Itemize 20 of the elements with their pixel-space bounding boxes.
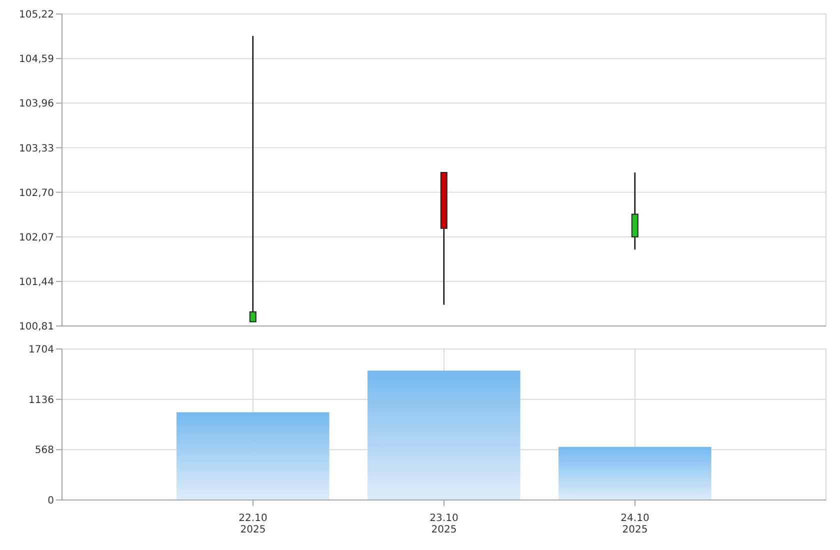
y-tick-label: 100,81 (19, 322, 54, 333)
y-tick-label: 105,22 (19, 10, 54, 21)
x-tick-label: 23.10 2025 (430, 513, 458, 536)
candlestick (631, 172, 638, 250)
y-tick-label: 1704 (28, 344, 54, 356)
y-tick-label: 102,70 (19, 188, 54, 199)
y-tick-label: 1136 (28, 394, 54, 406)
bar (368, 370, 520, 500)
y-tick-label: 101,44 (19, 276, 54, 288)
x-tick-label: 24.10 2025 (620, 513, 650, 536)
y-tick-label: 103,96 (19, 98, 54, 110)
y-tick-label: 568 (34, 445, 54, 456)
candlestick (249, 35, 256, 322)
bar (558, 446, 712, 500)
bar (176, 412, 330, 500)
y-tick-label: 102,07 (19, 232, 54, 244)
y-tick-label: 103,33 (19, 143, 54, 154)
y-tick-label: 0 (48, 496, 54, 507)
x-tick-label: 22.10 2025 (238, 513, 268, 536)
y-tick-label: 104,59 (19, 54, 54, 66)
